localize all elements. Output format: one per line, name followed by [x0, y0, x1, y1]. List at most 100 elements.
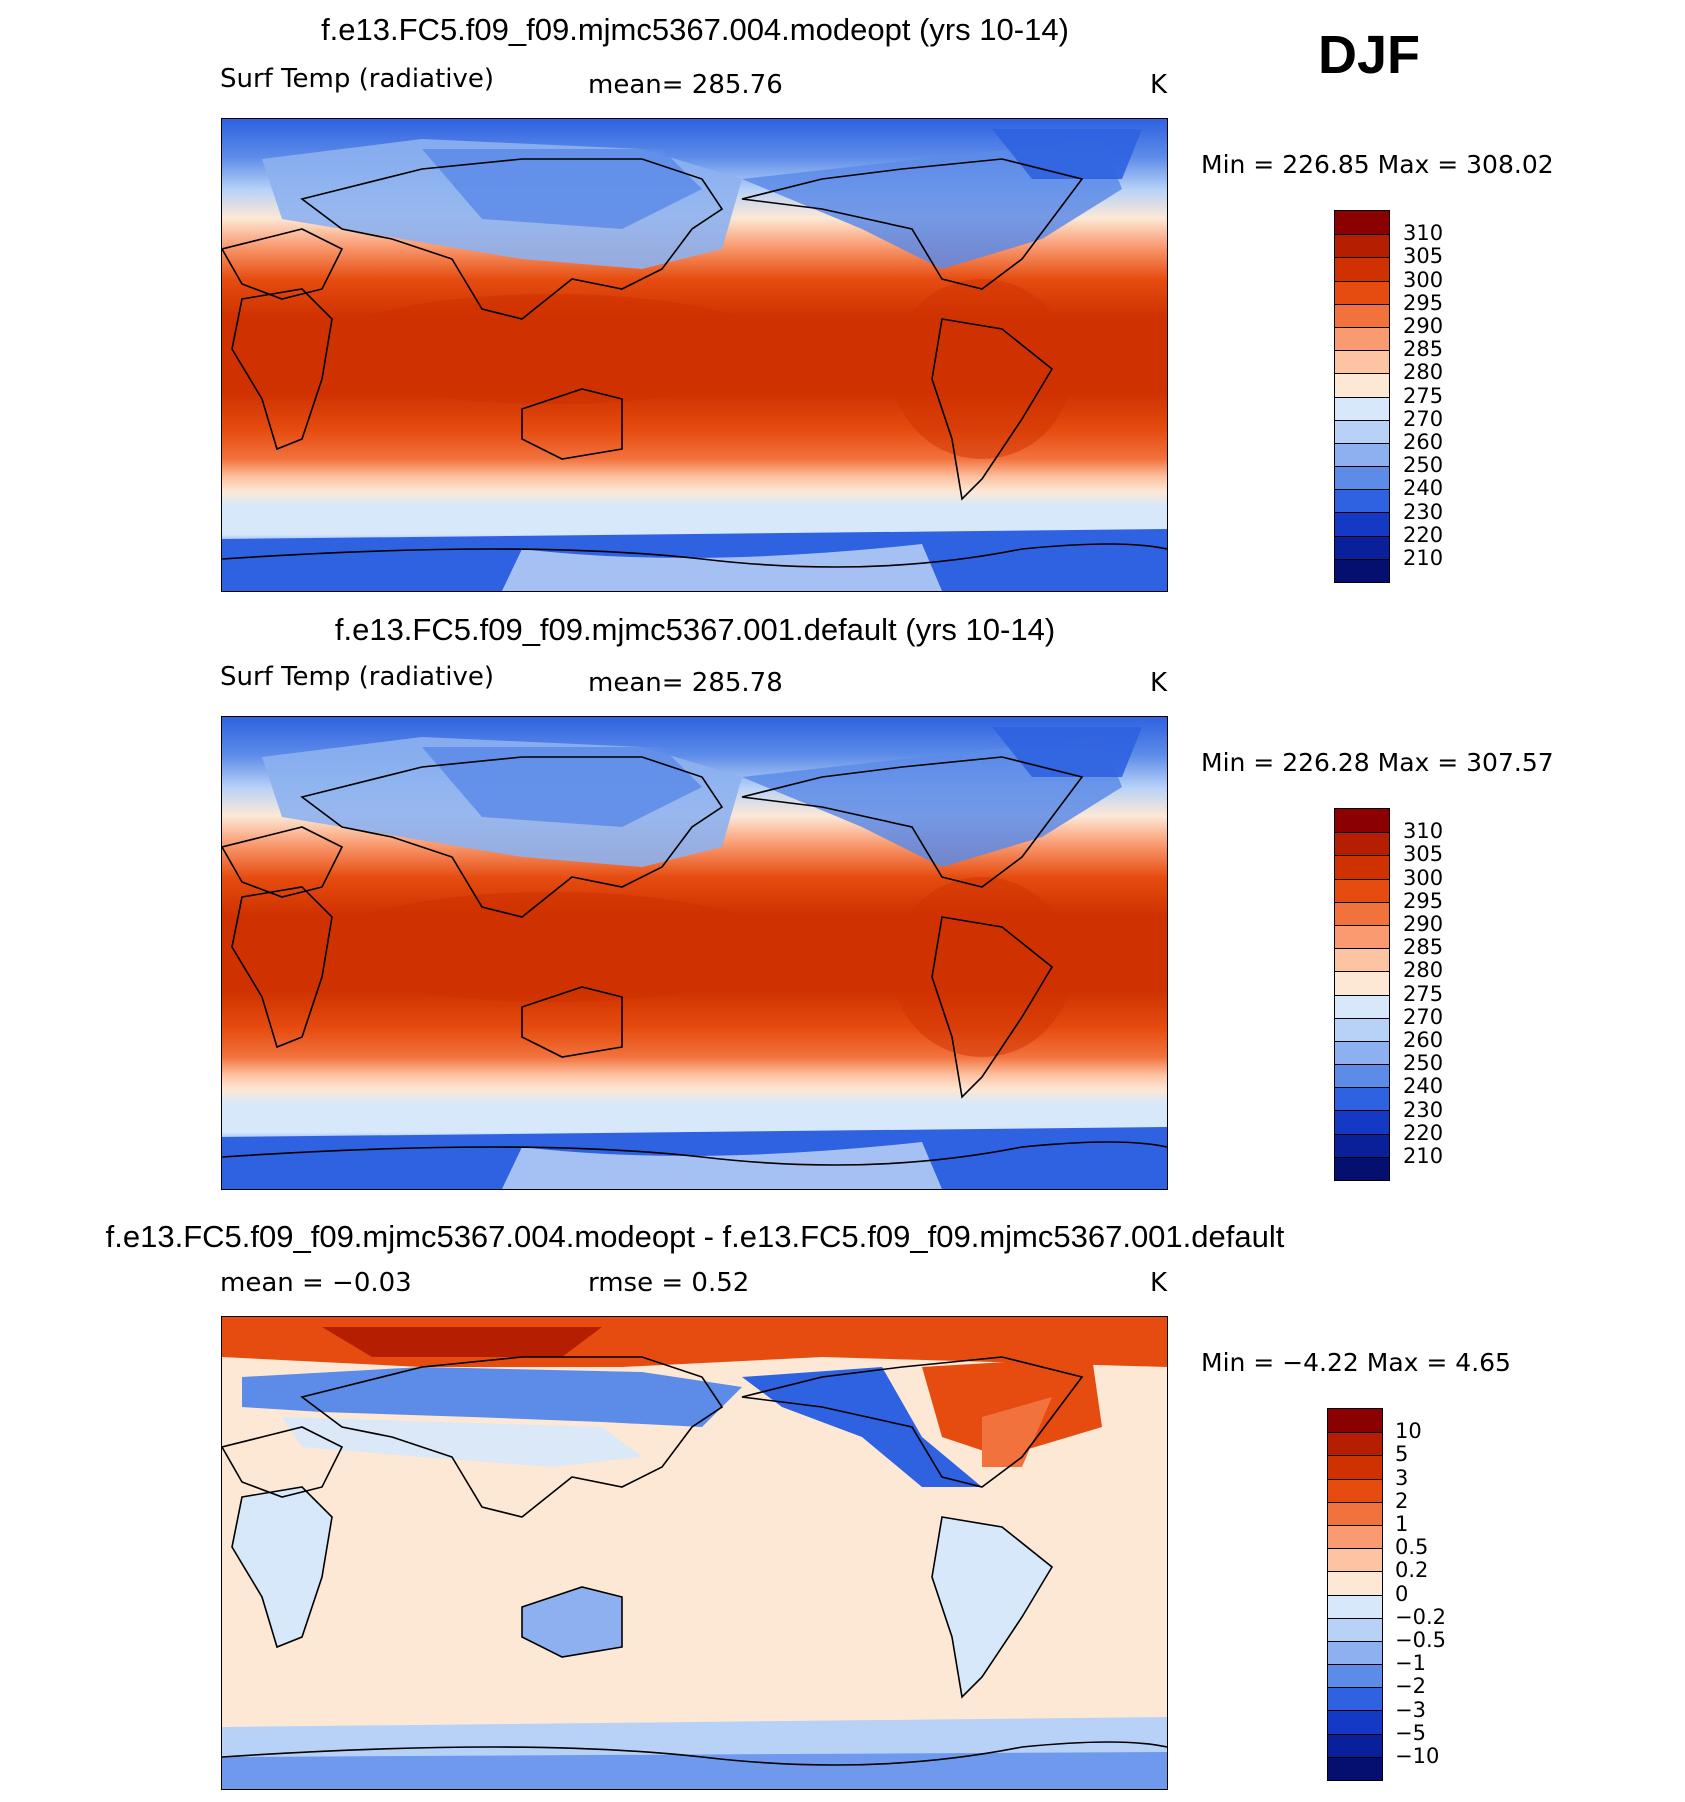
colorbar-swatch: [1335, 1040, 1389, 1065]
colorbar-swatch: [1335, 1064, 1389, 1088]
panel-2-variable-label: Surf Temp (radiative): [220, 662, 495, 692]
colorbar-swatch: [1328, 1710, 1382, 1734]
colorbar-tick-label: −2: [1395, 1674, 1426, 1699]
colorbar-swatch: [1335, 396, 1389, 420]
colorbar-tick-label: 270: [1403, 1004, 1444, 1029]
colorbar-swatch: [1335, 419, 1389, 443]
colorbar-tick-label: 275: [1403, 981, 1444, 1006]
colorbar-swatch: [1335, 303, 1389, 327]
panel-2-colorbar: [1334, 808, 1390, 1181]
colorbar-tick-label: 230: [1403, 1097, 1444, 1122]
colorbar-tick-label: 230: [1403, 499, 1444, 524]
colorbar-swatch: [1335, 994, 1389, 1018]
colorbar-tick-label: 260: [1403, 1028, 1444, 1052]
colorbar-tick-label: 285: [1403, 337, 1444, 362]
colorbar-tick-label: 10: [1395, 1419, 1422, 1444]
colorbar-tick-label: 240: [1403, 1074, 1444, 1099]
panel-1-variable-label: Surf Temp (radiative): [220, 64, 495, 94]
panel-1-map: [221, 118, 1168, 592]
colorbar-tick-label: 270: [1403, 406, 1444, 431]
colorbar-tick-label: 220: [1403, 1120, 1444, 1145]
colorbar-swatch: [1335, 326, 1389, 351]
panel-1-unit-label: K: [1150, 70, 1168, 100]
colorbar-swatch: [1335, 1133, 1389, 1157]
colorbar-swatch: [1335, 535, 1389, 559]
panel-3-title: f.e13.FC5.f09_f09.mjmc5367.004.modeopt -…: [105, 1219, 1285, 1254]
colorbar-swatch: [1335, 855, 1389, 879]
panel-3-mean-label: mean = −0.03: [220, 1268, 412, 1298]
colorbar-swatch: [1335, 512, 1389, 536]
colorbar-tick-label: 280: [1403, 958, 1444, 983]
panel-1-mean-label: mean= 285.76: [588, 70, 783, 100]
colorbar-swatch: [1328, 1501, 1382, 1525]
panel-3-map: [221, 1316, 1168, 1790]
colorbar-tick-label: 305: [1403, 842, 1444, 867]
colorbar-swatch: [1328, 1664, 1382, 1688]
colorbar-swatch: [1335, 257, 1389, 281]
colorbar-tick-label: −3: [1395, 1697, 1426, 1722]
colorbar-swatch: [1335, 558, 1389, 582]
colorbar-tick-label: 220: [1403, 522, 1444, 547]
panel-3-minmax: Min = −4.22 Max = 4.65: [1201, 1348, 1511, 1377]
colorbar-swatch: [1335, 442, 1389, 467]
colorbar-swatch: [1335, 971, 1389, 995]
colorbar-tick-label: 260: [1403, 430, 1444, 454]
colorbar-swatch: [1328, 1478, 1382, 1502]
colorbar-swatch: [1328, 1640, 1382, 1665]
season-label: DJF: [1318, 25, 1421, 85]
panel-1-colorbar: [1334, 210, 1390, 583]
colorbar-tick-label: 300: [1403, 865, 1444, 890]
colorbar-swatch: [1328, 1687, 1382, 1711]
colorbar-tick-label: 275: [1403, 383, 1444, 408]
colorbar-tick-label: 0.5: [1395, 1535, 1429, 1560]
colorbar-tick-label: −5: [1395, 1720, 1426, 1745]
colorbar-swatch: [1335, 1156, 1389, 1180]
colorbar-swatch: [1328, 1617, 1382, 1641]
colorbar-tick-label: 310: [1403, 221, 1444, 246]
colorbar-swatch: [1328, 1409, 1382, 1433]
colorbar-tick-label: 0: [1395, 1581, 1409, 1606]
colorbar-tick-label: 1: [1395, 1512, 1409, 1536]
panel-2-temperature-field: [222, 717, 1167, 1189]
panel-3-colorbar: [1327, 1408, 1383, 1781]
colorbar-swatch: [1335, 211, 1389, 235]
colorbar-swatch: [1335, 1110, 1389, 1134]
colorbar-swatch: [1328, 1524, 1382, 1549]
colorbar-tick-label: 3: [1395, 1465, 1409, 1490]
colorbar-tick-label: 290: [1403, 314, 1444, 338]
colorbar-swatch: [1335, 373, 1389, 397]
colorbar-tick-label: 305: [1403, 244, 1444, 269]
colorbar-tick-label: 290: [1403, 912, 1444, 936]
panel-1-minmax: Min = 226.85 Max = 308.02: [1201, 150, 1554, 179]
colorbar-tick-label: −0.2: [1395, 1604, 1446, 1629]
colorbar-swatch: [1328, 1733, 1382, 1757]
colorbar-tick-label: −10: [1395, 1744, 1440, 1768]
colorbar-swatch: [1328, 1455, 1382, 1479]
panel-2-map: [221, 716, 1168, 1190]
colorbar-tick-label: 250: [1403, 453, 1444, 478]
colorbar-swatch: [1335, 809, 1389, 833]
colorbar-tick-label: −0.5: [1395, 1628, 1446, 1652]
colorbar-tick-label: 210: [1403, 1144, 1444, 1168]
colorbar-tick-label: 285: [1403, 935, 1444, 960]
colorbar-swatch: [1335, 832, 1389, 856]
colorbar-swatch: [1335, 280, 1389, 304]
colorbar-tick-label: 210: [1403, 546, 1444, 570]
colorbar-swatch: [1328, 1756, 1382, 1780]
panel-3-rmse-label: rmse = 0.52: [588, 1268, 750, 1298]
colorbar-swatch: [1328, 1548, 1382, 1572]
panel-2-unit-label: K: [1150, 668, 1168, 698]
colorbar-swatch: [1328, 1571, 1382, 1595]
panel-2-title: f.e13.FC5.f09_f09.mjmc5367.001.default (…: [334, 612, 1056, 647]
colorbar-tick-label: 280: [1403, 360, 1444, 385]
panel-3-difference-field: [222, 1317, 1167, 1789]
panel-3-unit-label: K: [1150, 1268, 1168, 1298]
colorbar-swatch: [1335, 466, 1389, 490]
colorbar-swatch: [1335, 878, 1389, 902]
colorbar-tick-label: 310: [1403, 819, 1444, 844]
colorbar-tick-label: 2: [1395, 1488, 1409, 1513]
colorbar-swatch: [1335, 1017, 1389, 1041]
colorbar-swatch: [1335, 489, 1389, 513]
colorbar-swatch: [1335, 901, 1389, 925]
colorbar-tick-label: 5: [1395, 1442, 1409, 1467]
